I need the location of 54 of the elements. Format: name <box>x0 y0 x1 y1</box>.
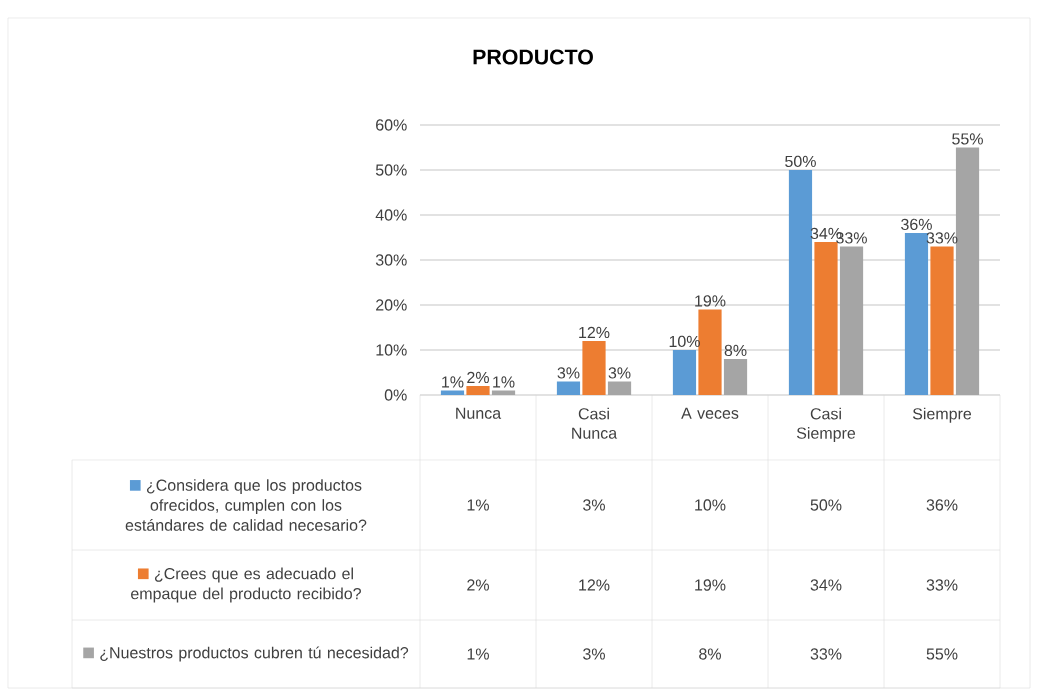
text: 19% <box>695 295 726 307</box>
bar <box>556 381 581 395</box>
data-label: 36% <box>926 499 958 511</box>
x-tick-label: Casi Siempre <box>796 407 856 442</box>
text: 3% <box>608 367 631 379</box>
bar <box>723 359 748 395</box>
chart-title: PRODUCTO <box>473 49 593 65</box>
data-label: 34% <box>810 579 842 591</box>
bar <box>582 341 606 395</box>
text: 1% <box>493 376 515 388</box>
y-tick-label: 20% <box>376 299 407 311</box>
text: 3% <box>557 367 580 379</box>
text: 2% <box>467 371 489 384</box>
legend-label: ¿Considera que los productos ofrecidos, cumplen con los estándares de calidad necesario? <box>125 479 367 531</box>
x-tick-label: Nunca <box>456 407 502 419</box>
data-label: 55% <box>926 648 958 660</box>
bar <box>491 390 516 395</box>
data-label: 1% <box>467 499 489 511</box>
data-label: 3% <box>583 648 605 660</box>
bar <box>607 381 632 395</box>
y-tick-label: 30% <box>375 254 407 266</box>
bar <box>672 350 697 395</box>
y-tick-label: 60% <box>376 119 407 131</box>
data-label: 33% <box>926 579 958 591</box>
data-label: 3% <box>583 499 605 511</box>
legend-label: ¿Nuestros productos cubren tú necesidad? <box>100 646 409 662</box>
legend-label: ¿Crees que es adecuado el empaque del producto recibido? <box>131 567 361 603</box>
x-tick-label: Siempre <box>912 407 972 423</box>
x-tick-label: Casi Nunca <box>572 407 618 439</box>
text: 50% <box>785 155 816 168</box>
data-label: 12% <box>579 579 610 591</box>
text: 1% <box>442 376 464 388</box>
data-label: 50% <box>810 499 842 511</box>
text: 36% <box>901 218 932 231</box>
data-label: 1% <box>467 648 489 660</box>
data-label: 8% <box>699 648 721 660</box>
y-tick-label: 40% <box>375 209 407 221</box>
y-tick-label: 50% <box>375 164 407 176</box>
data-label: 10% <box>695 499 726 511</box>
bar <box>440 390 465 395</box>
bar <box>466 386 490 395</box>
text: 8% <box>724 344 747 357</box>
text: 12% <box>579 326 610 339</box>
data-label: 2% <box>467 579 489 591</box>
y-tick-label: 10% <box>376 344 407 356</box>
y-tick-label: 0% <box>384 389 407 401</box>
data-label: 33% <box>810 648 842 660</box>
x-tick-label: A veces <box>681 407 739 419</box>
bar <box>930 246 954 395</box>
bar <box>814 242 838 395</box>
bar <box>698 309 722 395</box>
data-label: 19% <box>695 579 726 591</box>
bar <box>839 246 864 395</box>
text: 55% <box>952 133 983 145</box>
